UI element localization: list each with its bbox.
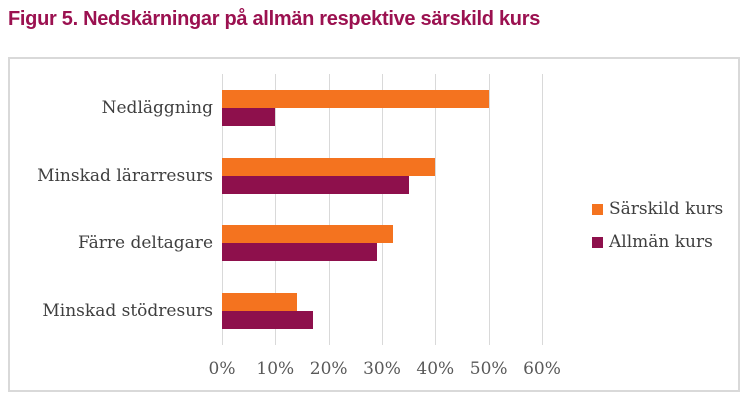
bar-allman-kurs-farre-deltagare xyxy=(222,243,377,262)
category-label-nedlaggning: Nedläggning xyxy=(101,97,213,118)
legend-swatch-sarskild-kurs xyxy=(592,203,603,215)
x-gridline xyxy=(328,74,330,345)
bar-sarskild-kurs-farre-deltagare xyxy=(222,225,393,244)
x-tick-label: 30% xyxy=(363,359,401,379)
x-gridline xyxy=(488,74,490,345)
bar-row-minskad-lararresurs: Minskad lärarresurs xyxy=(37,142,542,210)
x-gridline xyxy=(382,74,383,345)
bar-row-nedlaggning: Nedläggning xyxy=(102,74,542,142)
x-gridline xyxy=(222,74,223,345)
x-tick-label: 0% xyxy=(208,359,236,379)
legend-label-allman-kurs: Allmän kurs xyxy=(609,232,713,252)
bar-allman-kurs-minskad-stodresurs xyxy=(222,311,313,330)
chart-frame: 0% 10% 20% 30% 40% 50% 60% Nedläggning Minskad l… xyxy=(8,57,740,392)
bar-row-minskad-stodresurs: Minskad stödresurs xyxy=(42,277,542,345)
x-tick-label: 50% xyxy=(469,359,508,379)
bar-group-farre-deltagare xyxy=(222,225,542,262)
legend-swatch-allman-kurs xyxy=(592,236,603,248)
figure-title: Figur 5. Nedskärningar på allmän respekt… xyxy=(8,8,541,30)
legend-item-sarskild-kurs: Särskild kurs xyxy=(592,199,723,219)
category-label-minskad-stodresurs: Minskad stödresurs xyxy=(42,301,213,322)
bar-sarskild-kurs-nedlaggning xyxy=(222,89,489,108)
bar-group-minskad-stodresurs xyxy=(222,293,542,330)
x-tick-label: 40% xyxy=(416,359,455,379)
category-label-farre-deltagare: Färre deltagare xyxy=(77,233,213,254)
x-tick-label: 20% xyxy=(309,359,348,379)
bar-group-nedlaggning xyxy=(222,89,542,126)
plot-area: 0% 10% 20% 30% 40% 50% 60% Nedläggning Minskad l… xyxy=(37,74,561,379)
x-gridline xyxy=(275,74,277,345)
bar-allman-kurs-minskad-lararresurs xyxy=(222,175,409,194)
legend-label-sarskild-kurs: Särskild kurs xyxy=(609,199,724,219)
x-tick-label: 60% xyxy=(523,359,561,379)
bar-sarskild-kurs-minskad-lararresurs xyxy=(222,157,436,176)
bar-group-minskad-lararresurs xyxy=(222,157,542,194)
category-label-minskad-lararresurs: Minskad lärarresurs xyxy=(37,165,213,186)
x-gridline xyxy=(542,74,543,345)
legend: Särskild kurs Allmän kurs xyxy=(592,199,723,265)
x-tick-label: 10% xyxy=(256,359,295,379)
bar-allman-kurs-nedlaggning xyxy=(222,107,276,126)
legend-item-allman-kurs: Allmän kurs xyxy=(592,232,723,252)
x-gridline xyxy=(435,74,437,345)
bar-sarskild-kurs-minskad-stodresurs xyxy=(222,293,297,312)
bar-row-farre-deltagare: Färre deltagare xyxy=(78,210,542,278)
